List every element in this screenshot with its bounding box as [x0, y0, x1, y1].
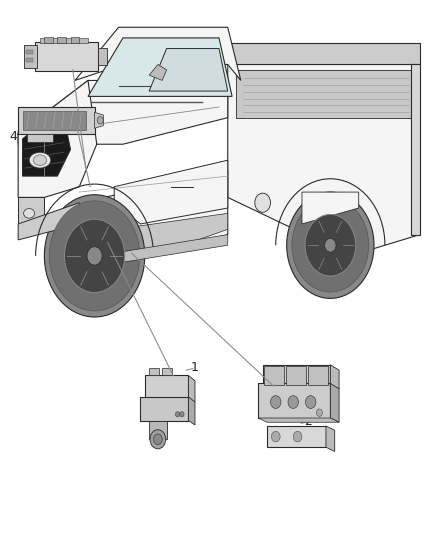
- Circle shape: [87, 247, 102, 265]
- Polygon shape: [258, 383, 330, 418]
- FancyBboxPatch shape: [98, 48, 107, 65]
- Polygon shape: [27, 134, 53, 142]
- Circle shape: [325, 238, 336, 252]
- Polygon shape: [228, 43, 420, 64]
- Polygon shape: [88, 38, 232, 96]
- Polygon shape: [141, 397, 188, 421]
- Polygon shape: [237, 70, 411, 118]
- Circle shape: [49, 201, 140, 311]
- Polygon shape: [149, 421, 166, 439]
- Circle shape: [287, 192, 374, 298]
- Polygon shape: [79, 213, 228, 256]
- Polygon shape: [97, 235, 228, 266]
- Polygon shape: [326, 426, 335, 451]
- Circle shape: [97, 117, 103, 124]
- Polygon shape: [330, 365, 339, 389]
- Polygon shape: [18, 197, 44, 224]
- Text: 4: 4: [10, 130, 18, 143]
- Polygon shape: [114, 160, 228, 224]
- FancyBboxPatch shape: [24, 45, 37, 68]
- Bar: [57, 37, 66, 43]
- Polygon shape: [258, 418, 339, 422]
- Circle shape: [288, 395, 298, 408]
- Text: 1: 1: [191, 361, 198, 374]
- FancyBboxPatch shape: [286, 367, 306, 384]
- Ellipse shape: [29, 152, 51, 168]
- Polygon shape: [228, 64, 420, 256]
- Bar: [26, 50, 33, 54]
- Polygon shape: [22, 107, 71, 176]
- Polygon shape: [267, 426, 326, 447]
- Circle shape: [255, 193, 271, 212]
- Polygon shape: [145, 375, 188, 399]
- Bar: [40, 38, 88, 43]
- Bar: [44, 37, 53, 43]
- FancyBboxPatch shape: [307, 367, 328, 384]
- Polygon shape: [123, 43, 228, 64]
- Circle shape: [292, 198, 369, 292]
- Bar: [71, 37, 79, 43]
- FancyBboxPatch shape: [35, 42, 98, 71]
- Bar: [162, 368, 172, 375]
- Circle shape: [293, 431, 302, 442]
- Polygon shape: [149, 64, 166, 80]
- Bar: [149, 368, 159, 375]
- Polygon shape: [330, 383, 339, 422]
- Circle shape: [180, 411, 184, 417]
- Circle shape: [305, 214, 356, 276]
- Polygon shape: [79, 171, 228, 256]
- Polygon shape: [22, 111, 86, 130]
- Polygon shape: [302, 192, 359, 224]
- Circle shape: [153, 434, 162, 445]
- Polygon shape: [263, 365, 330, 386]
- Polygon shape: [95, 112, 103, 128]
- Circle shape: [272, 431, 280, 442]
- Polygon shape: [188, 397, 195, 425]
- Polygon shape: [18, 107, 95, 134]
- Polygon shape: [18, 80, 97, 197]
- Circle shape: [64, 219, 125, 293]
- Polygon shape: [411, 64, 420, 235]
- Circle shape: [44, 195, 145, 317]
- Text: 3: 3: [112, 45, 120, 58]
- Ellipse shape: [33, 155, 46, 165]
- Polygon shape: [75, 27, 241, 80]
- Polygon shape: [18, 203, 79, 240]
- Circle shape: [305, 395, 316, 408]
- Circle shape: [316, 409, 322, 416]
- Text: 2: 2: [304, 415, 312, 428]
- Circle shape: [175, 411, 180, 417]
- Ellipse shape: [24, 208, 35, 218]
- Circle shape: [150, 430, 166, 449]
- FancyBboxPatch shape: [264, 367, 284, 384]
- Polygon shape: [18, 80, 228, 144]
- Polygon shape: [188, 375, 195, 402]
- Circle shape: [271, 395, 281, 408]
- Bar: [26, 58, 33, 62]
- Polygon shape: [149, 49, 228, 91]
